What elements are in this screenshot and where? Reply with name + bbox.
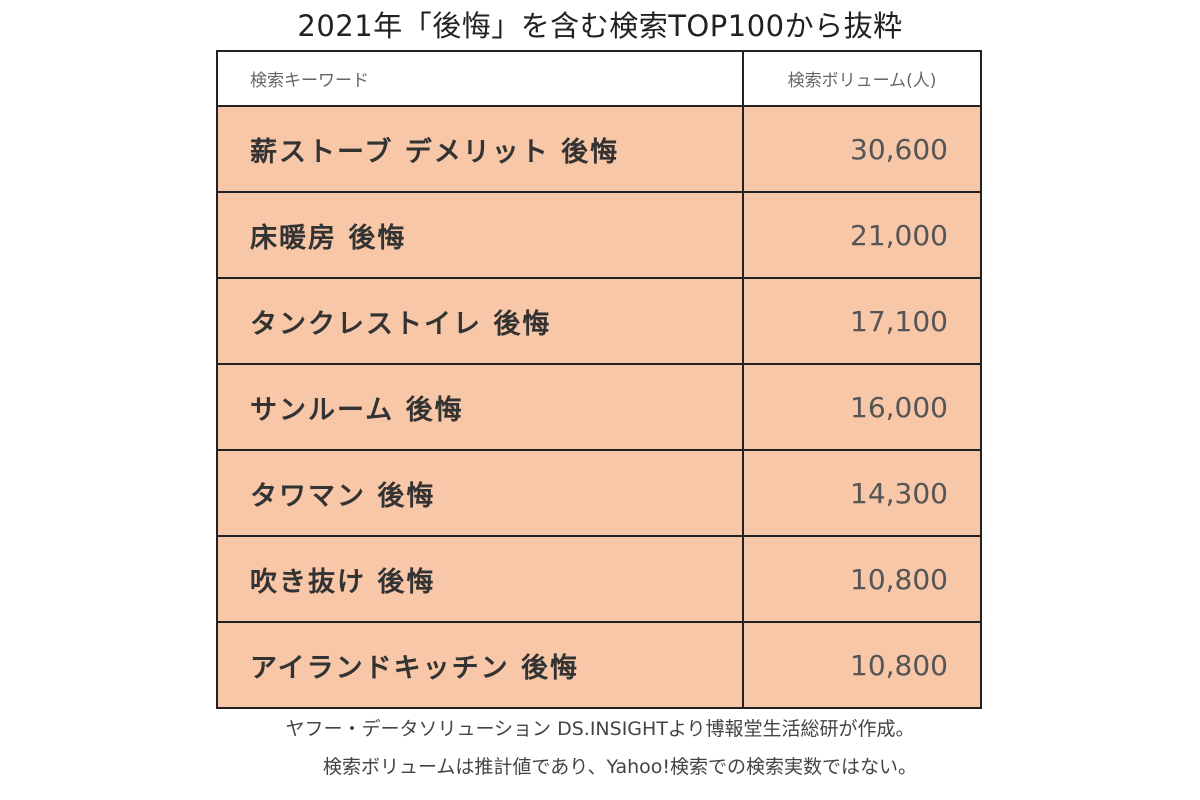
search-keyword-table: 検索キーワード 検索ボリューム(人) 薪ストーブ デメリット 後悔 30,600… [216,50,982,709]
keyword-cell: サンルーム 後悔 [218,365,744,449]
volume-cell: 30,600 [850,132,948,166]
table-header-row: 検索キーワード 検索ボリューム(人) [218,52,980,105]
page-title: 2021年「後悔」を含む検索TOP100から抜粋 [297,9,903,43]
table-row: タワマン 後悔 14,300 [218,449,980,535]
source-note: ヤフー・データソリューション DS.INSIGHTより博報堂生活総研が作成。 [285,718,915,740]
table-row: 薪ストーブ デメリット 後悔 30,600 [218,105,980,191]
disclaimer-note: 検索ボリュームは推計値であり、Yahoo!検索での検索実数ではない。 [322,756,918,778]
volume-cell: 16,000 [850,390,948,424]
table-row: 吹き抜け 後悔 10,800 [218,535,980,621]
volume-cell: 14,300 [850,476,948,510]
table-row: タンクレストイレ 後悔 17,100 [218,277,980,363]
keyword-cell: アイランドキッチン 後悔 [218,623,744,707]
table-row: アイランドキッチン 後悔 10,800 [218,621,980,707]
volume-cell: 17,100 [850,304,948,338]
keyword-cell: 吹き抜け 後悔 [218,537,744,621]
keyword-cell: タンクレストイレ 後悔 [218,279,744,363]
keyword-cell: タワマン 後悔 [218,451,744,535]
keyword-cell: 床暖房 後悔 [218,193,744,277]
volume-cell: 10,800 [850,562,948,596]
table-row: 床暖房 後悔 21,000 [218,191,980,277]
table-row: サンルーム 後悔 16,000 [218,363,980,449]
volume-cell: 21,000 [850,218,948,252]
volume-column-header: 検索ボリューム(人) [787,71,937,91]
volume-cell: 10,800 [850,648,948,682]
keyword-column-header: 検索キーワード [218,52,744,105]
keyword-cell: 薪ストーブ デメリット 後悔 [218,107,744,191]
